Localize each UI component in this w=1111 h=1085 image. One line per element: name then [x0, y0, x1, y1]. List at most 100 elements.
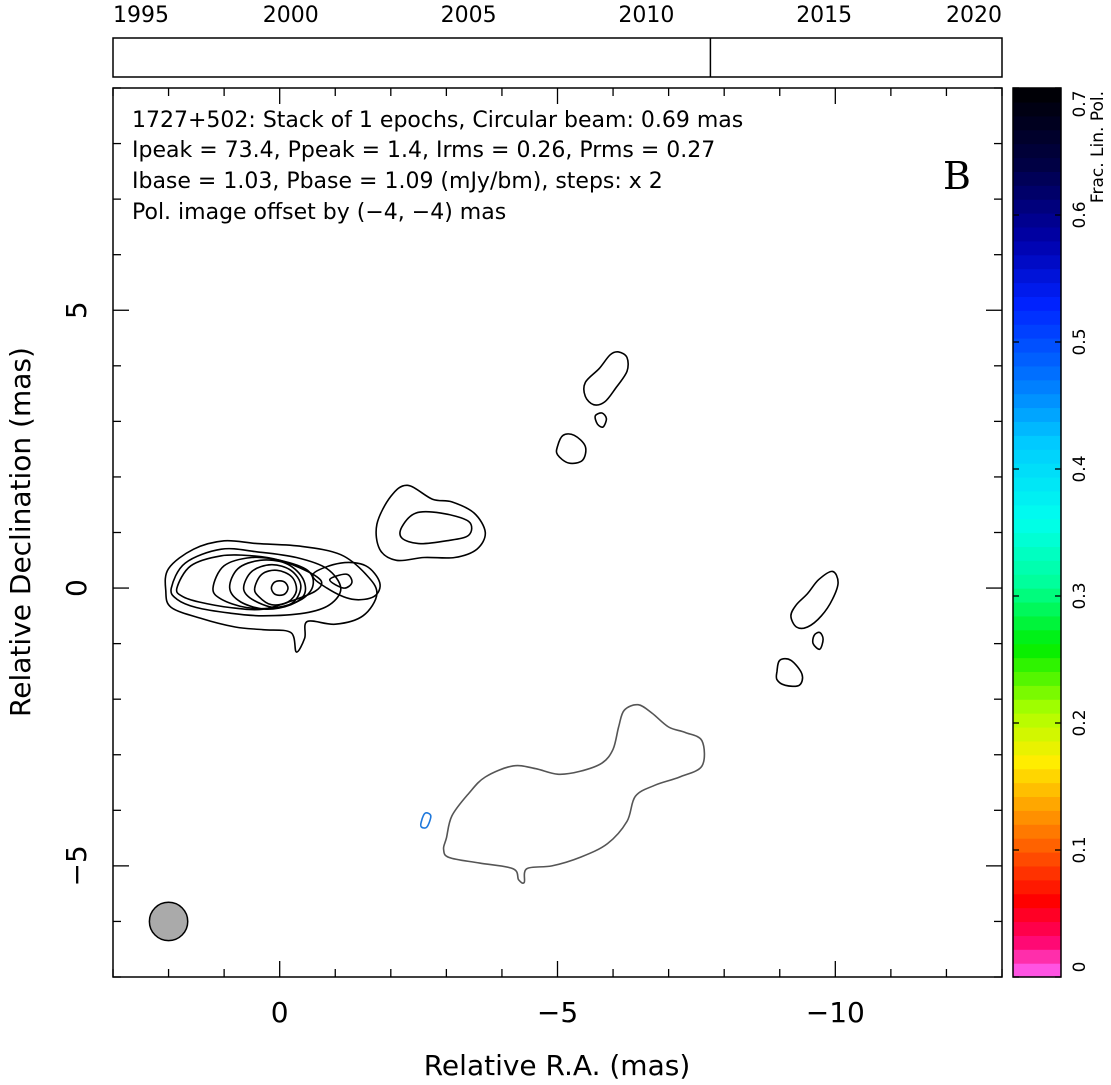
- intensity-contour: [170, 547, 342, 617]
- colorbar-band: [1013, 143, 1061, 159]
- colorbar-band: [1013, 754, 1061, 770]
- colorbar-band: [1013, 504, 1061, 520]
- colorbar-band: [1013, 490, 1061, 506]
- colorbar-band: [1013, 574, 1061, 589]
- colorbar-band: [1013, 810, 1061, 825]
- y-tick-label: 5: [60, 301, 93, 319]
- info-text: 1727+502: Stack of 1 epochs, Circular be…: [132, 108, 971, 225]
- timeline-tick-label: 2005: [441, 3, 497, 28]
- colorbar-band: [1013, 546, 1061, 561]
- colorbar-band: [1013, 907, 1061, 923]
- info-line-1: 1727+502: Stack of 1 epochs, Circular be…: [132, 108, 743, 133]
- y-tick-label: −5: [60, 845, 93, 886]
- intensity-contour: [811, 631, 824, 651]
- intensity-contour: [164, 539, 378, 653]
- intensity-contour: [212, 556, 315, 610]
- colorbar-band: [1013, 893, 1061, 909]
- colorbar-band: [1013, 879, 1061, 895]
- timeline-tick-label: 2015: [796, 3, 852, 28]
- colorbar-band: [1013, 88, 1061, 103]
- colorbar-band: [1013, 324, 1061, 339]
- colorbar-band: [1013, 629, 1061, 645]
- colorbar-band: [1013, 532, 1061, 547]
- colorbar-band: [1013, 796, 1061, 811]
- colorbar-band: [1013, 949, 1061, 964]
- colorbar-band: [1013, 379, 1061, 395]
- y-axis-label: Relative Declination (mas): [4, 347, 37, 717]
- colorbar-tick-label: 0.4: [1070, 455, 1090, 482]
- colorbar-band: [1013, 421, 1061, 436]
- colorbar-band: [1013, 963, 1061, 978]
- colorbar-band: [1013, 560, 1061, 575]
- beam-ellipse: [148, 901, 189, 942]
- colorbar-band: [1013, 768, 1061, 784]
- colorbar-band: [1013, 782, 1061, 798]
- colorbar-band: [1013, 185, 1061, 200]
- intensity-contour: [242, 563, 302, 609]
- timeline-tick-label: 1995: [113, 3, 169, 28]
- colorbar-label: Frac. Lin. Pol.: [1088, 91, 1108, 203]
- colorbar-tick-label: 0: [1070, 962, 1090, 973]
- colorbar-frame: [1012, 87, 1062, 978]
- colorbar-band: [1013, 921, 1061, 936]
- colorbar-band: [1013, 268, 1061, 284]
- colorbar-band: [1013, 199, 1061, 214]
- colorbar-band: [1013, 310, 1061, 325]
- intensity-contour: [583, 350, 629, 406]
- colorbar-band: [1013, 685, 1061, 700]
- colorbar-tick-label: 0.6: [1070, 201, 1090, 228]
- intensity-contour: [228, 559, 307, 611]
- colorbar-band: [1013, 615, 1061, 631]
- colorbar-tick-label: 0.5: [1070, 328, 1090, 355]
- y-tick-label: 0: [60, 579, 93, 597]
- panel-letter: B: [943, 154, 971, 198]
- colorbar-band: [1013, 671, 1061, 686]
- colorbar-band: [1013, 713, 1061, 728]
- intensity-contour: [253, 569, 298, 606]
- info-line-2: Ipeak = 73.4, Ppeak = 1.4, Irms = 0.26, …: [132, 138, 715, 163]
- colorbar-band: [1013, 226, 1061, 242]
- colorbar-band: [1013, 865, 1061, 881]
- colorbar-band: [1013, 254, 1061, 270]
- colorbar-band: [1013, 101, 1061, 117]
- intensity-contour: [311, 561, 381, 601]
- colorbar-band: [1013, 338, 1061, 353]
- colorbar-band: [1013, 365, 1061, 381]
- colorbar-band: [1013, 115, 1061, 131]
- colorbar-band: [1013, 740, 1061, 756]
- colorbar-tick-label: 0.1: [1070, 836, 1090, 863]
- x-tick-label: 0: [271, 996, 289, 1029]
- intensity-contour: [594, 412, 608, 428]
- colorbar-band: [1013, 463, 1061, 478]
- colorbar-band: [1013, 726, 1061, 742]
- polarization-contour: [442, 703, 706, 884]
- x-tick-label: −5: [537, 996, 578, 1029]
- colorbar-band: [1013, 699, 1061, 714]
- colorbar-band: [1013, 435, 1061, 450]
- contour-layer: [164, 350, 839, 884]
- info-line-3: Ibase = 1.03, Pbase = 1.09 (mJy/bm), ste…: [132, 169, 663, 194]
- colorbar-band: [1013, 601, 1061, 617]
- colorbar-band: [1013, 657, 1061, 673]
- colorbar-band: [1013, 407, 1061, 422]
- timeline-tick-label: 2020: [946, 3, 1002, 28]
- polarization-contour: [419, 812, 432, 829]
- colorbar-band: [1013, 824, 1061, 839]
- colorbar-tick-label: 0.3: [1070, 582, 1090, 609]
- info-line-4: Pol. image offset by (−4, −4) mas: [132, 200, 506, 225]
- colorbar-band: [1013, 851, 1061, 867]
- x-axis-label: Relative R.A. (mas): [424, 1049, 691, 1082]
- timeline-strip: 1995 2000 2005 2010 2015 2020: [112, 3, 1003, 78]
- colorbar: 0 0.1 0.2 0.3 0.4 0.5 0.6 0.7 Frac. Lin. Pol.: [1012, 87, 1108, 978]
- x-tick-label: −10: [806, 996, 865, 1029]
- colorbar-band: [1013, 393, 1061, 409]
- colorbar-band: [1013, 129, 1061, 145]
- colorbar-band: [1013, 588, 1061, 603]
- colorbar-band: [1013, 643, 1061, 659]
- colorbar-band: [1013, 296, 1061, 311]
- colorbar-band: [1013, 935, 1061, 950]
- colorbar-band: [1013, 240, 1061, 256]
- colorbar-band: [1013, 449, 1061, 464]
- intensity-contour: [775, 657, 804, 688]
